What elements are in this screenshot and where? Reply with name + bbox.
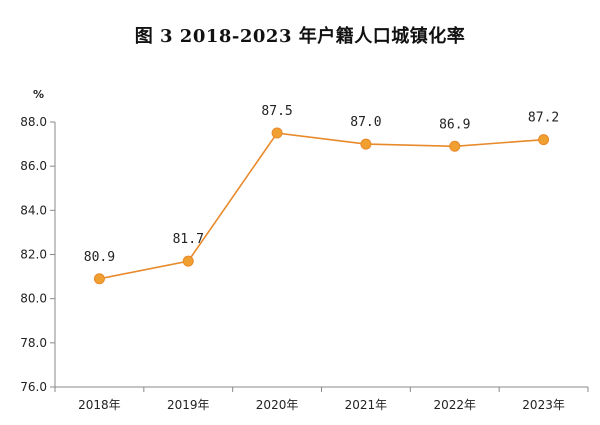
data-labels: 80.9 81.7 87.5 87.0 86.9 87.2 — [84, 104, 559, 265]
data-point — [360, 138, 372, 150]
x-tick-label: 2021年 — [345, 398, 388, 412]
x-tick-label: 2023年 — [522, 398, 565, 412]
data-point — [271, 127, 283, 139]
data-point — [538, 134, 550, 146]
data-label: 87.5 — [261, 104, 292, 119]
y-axis-ticks: 76.0 78.0 80.0 82.0 84.0 86.0 88.0 — [20, 115, 55, 394]
data-label: 87.0 — [350, 115, 381, 130]
x-tick-label: 2020年 — [256, 398, 299, 412]
y-tick-label: 86.0 — [20, 159, 47, 173]
series-line — [99, 132, 544, 280]
y-axis-unit-label: % — [33, 88, 44, 101]
y-tick-label: 80.0 — [20, 292, 47, 306]
data-point — [182, 255, 194, 267]
x-tick-label: 2022年 — [433, 398, 476, 412]
data-point — [93, 273, 105, 285]
y-tick-label: 88.0 — [20, 115, 47, 129]
data-point — [449, 140, 461, 152]
chart-title: 图 3 2018-2023 年户籍人口城镇化率 — [134, 26, 466, 47]
data-points — [93, 127, 550, 285]
y-tick-label: 84.0 — [20, 203, 47, 217]
data-label: 87.2 — [528, 111, 559, 126]
y-tick-label: 82.0 — [20, 248, 47, 262]
data-label: 81.7 — [173, 232, 204, 247]
x-tick-label: 2018年 — [78, 398, 121, 412]
x-axis-ticks: 2018年 2019年 2020年 2021年 2022年 2023年 — [54, 387, 589, 412]
data-label: 80.9 — [84, 250, 115, 265]
data-label: 86.9 — [439, 117, 470, 132]
x-tick-label: 2019年 — [167, 398, 210, 412]
y-tick-label: 78.0 — [20, 336, 47, 350]
y-tick-label: 76.0 — [20, 380, 47, 394]
